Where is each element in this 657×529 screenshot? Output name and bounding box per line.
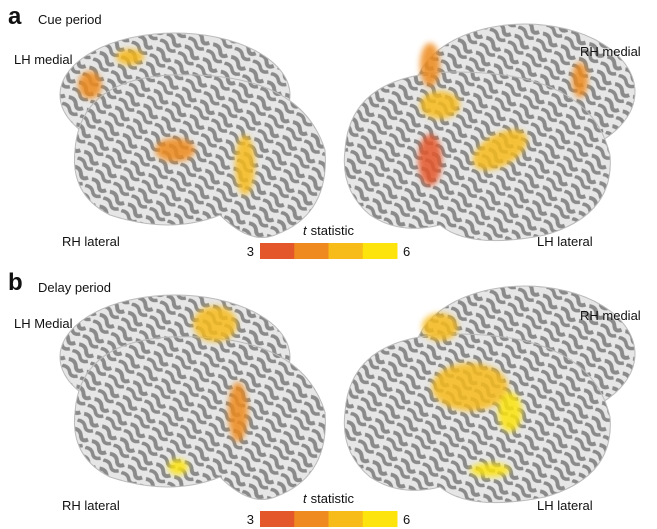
colorbar-min: 3 bbox=[247, 512, 254, 527]
panel-label: a bbox=[8, 3, 22, 30]
brain-images bbox=[60, 24, 635, 241]
colorbar-max: 6 bbox=[403, 512, 410, 527]
colorbar-variable: t bbox=[303, 491, 308, 506]
panel-title: Delay period bbox=[38, 280, 111, 295]
panel-title: Cue period bbox=[38, 12, 102, 27]
panel-label: b bbox=[8, 269, 23, 296]
colorbar-segment bbox=[294, 511, 329, 527]
page: a Cue period LH medial RH medial RH late… bbox=[0, 0, 657, 529]
colorbar-segment bbox=[363, 511, 398, 527]
view-label: LH lateral bbox=[537, 498, 593, 513]
view-label: RH lateral bbox=[62, 498, 120, 513]
view-label: RH medial bbox=[580, 308, 641, 323]
view-label: RH medial bbox=[580, 44, 641, 59]
colorbar-segment bbox=[329, 511, 364, 527]
figure: a Cue period LH medial RH medial RH late… bbox=[0, 0, 657, 529]
colorbar-segment bbox=[260, 511, 295, 527]
brain-images bbox=[60, 286, 635, 503]
view-label: LH medial bbox=[14, 52, 73, 67]
colorbar-variable: t bbox=[303, 223, 308, 238]
colorbar-min: 3 bbox=[247, 244, 254, 259]
colorbar-segment bbox=[363, 243, 398, 259]
colorbar-segment bbox=[294, 243, 329, 259]
colorbar-segment bbox=[329, 243, 364, 259]
view-label: RH lateral bbox=[62, 234, 120, 249]
colorbar-max: 6 bbox=[403, 244, 410, 259]
colorbar-label: statistic bbox=[311, 491, 355, 506]
view-label: LH lateral bbox=[537, 234, 593, 249]
colorbar-segment bbox=[260, 243, 295, 259]
colorbar-label: statistic bbox=[311, 223, 355, 238]
view-label: LH Medial bbox=[14, 316, 73, 331]
